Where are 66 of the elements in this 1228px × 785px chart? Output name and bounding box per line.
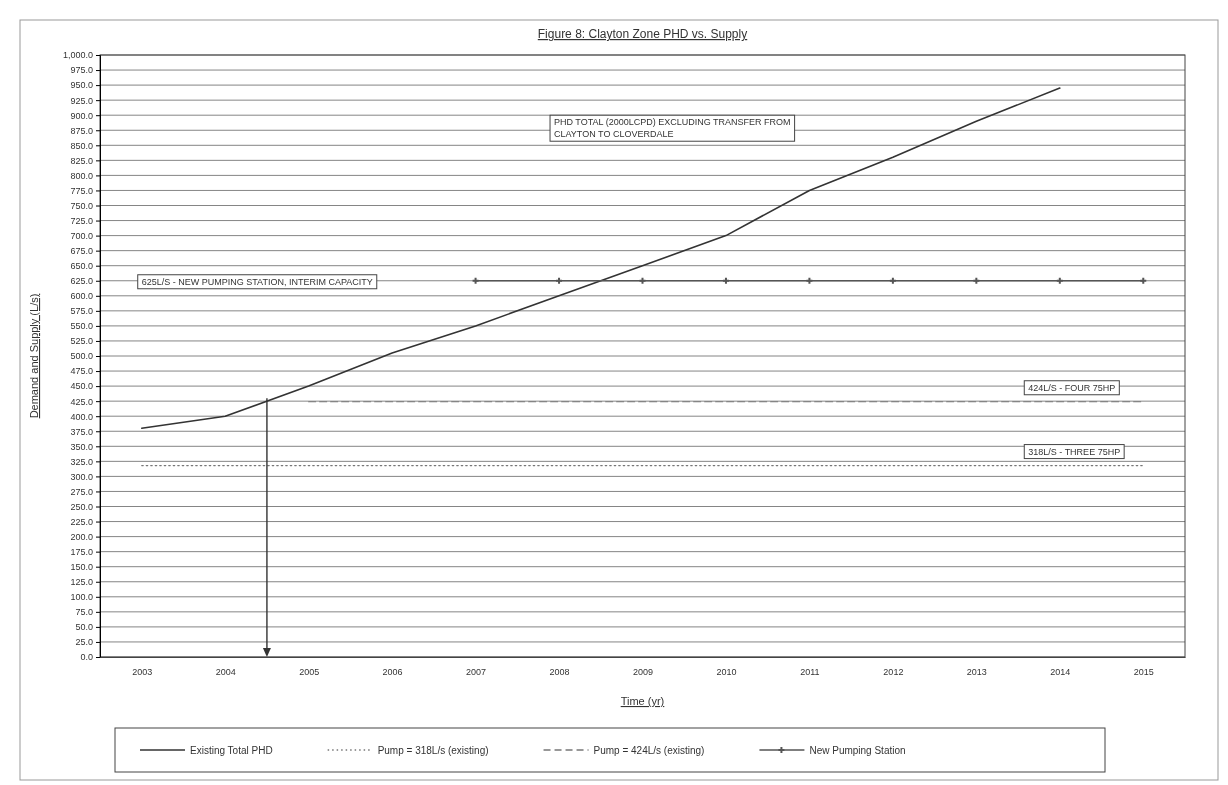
y-tick-label: 350.0 — [70, 441, 93, 452]
x-tick-label: 2011 — [800, 667, 820, 678]
legend-label: Pump = 318L/s (existing) — [377, 745, 489, 756]
x-tick-label: 2009 — [632, 667, 654, 678]
x-tick-label: 2006 — [382, 667, 403, 678]
y-tick-label: 325.0 — [70, 456, 93, 467]
annotation: 625L/S - NEW PUMPING STATION, INTERIM CAPACITY — [141, 276, 373, 287]
y-tick-label: 700.0 — [70, 230, 93, 241]
y-tick-label: 1,000.0 — [62, 50, 93, 61]
y-tick-label: 0.0 — [80, 652, 93, 663]
y-tick-label: 625.0 — [70, 276, 93, 287]
y-axis-title: Demand and Supply (L/s) — [28, 293, 40, 419]
y-tick-label: 725.0 — [70, 215, 93, 226]
x-tick-label: 2004 — [215, 667, 236, 678]
x-tick-label: 2010 — [716, 667, 737, 678]
y-tick-label: 950.0 — [70, 80, 93, 91]
y-tick-label: 175.0 — [70, 547, 93, 558]
y-tick-label: 200.0 — [70, 531, 93, 542]
y-tick-label: 850.0 — [70, 140, 93, 151]
x-tick-label: 2014 — [1050, 667, 1071, 678]
y-tick-label: 525.0 — [70, 336, 93, 347]
y-tick-label: 975.0 — [70, 65, 93, 76]
legend-label: New Pumping Station — [809, 745, 906, 756]
x-tick-label: 2007 — [466, 667, 487, 678]
y-tick-label: 825.0 — [70, 155, 93, 166]
y-tick-label: 925.0 — [70, 95, 93, 106]
chart-title: Figure 8: Clayton Zone PHD vs. Supply — [537, 27, 748, 41]
y-tick-label: 125.0 — [70, 577, 93, 588]
y-tick-label: 900.0 — [70, 110, 93, 121]
y-tick-label: 225.0 — [70, 516, 93, 527]
y-tick-label: 775.0 — [70, 185, 93, 196]
legend-label: Existing Total PHD — [190, 745, 273, 756]
x-tick-label: 2013 — [966, 667, 987, 678]
annotation: PHD TOTAL (2000LCPD) EXCLUDING TRANSFER FROM CLAYTON TO CLOVERDALE — [554, 117, 791, 140]
y-tick-label: 275.0 — [70, 486, 93, 497]
y-tick-label: 550.0 — [70, 321, 93, 332]
y-tick-label: 750.0 — [70, 200, 93, 211]
x-tick-label: 2012 — [883, 667, 904, 678]
y-tick-label: 400.0 — [70, 411, 93, 422]
x-tick-label: 2008 — [549, 667, 570, 678]
legend-label: Pump = 424L/s (existing) — [593, 745, 705, 756]
y-tick-label: 575.0 — [70, 306, 93, 317]
y-tick-label: 250.0 — [70, 501, 93, 512]
y-tick-label: 375.0 — [70, 426, 93, 437]
x-tick-label: 2005 — [299, 667, 320, 678]
y-tick-label: 600.0 — [70, 291, 93, 302]
y-tick-label: 50.0 — [75, 622, 93, 633]
line-series — [140, 87, 1061, 430]
y-tick-label: 75.0 — [75, 607, 93, 618]
y-tick-label: 150.0 — [70, 562, 93, 573]
y-tick-label: 100.0 — [70, 592, 93, 603]
y-tick-label: 650.0 — [70, 261, 93, 272]
y-tick-label: 875.0 — [70, 125, 93, 136]
y-tick-label: 425.0 — [70, 396, 93, 407]
annotation: 318L/S - THREE 75HP — [1028, 446, 1121, 457]
y-tick-label: 300.0 — [70, 471, 93, 482]
y-tick-label: 675.0 — [70, 246, 93, 257]
x-tick-label: 2003 — [132, 667, 153, 678]
y-tick-label: 475.0 — [70, 366, 93, 377]
y-tick-label: 500.0 — [70, 351, 93, 362]
annotation: 424L/S - FOUR 75HP — [1028, 382, 1116, 393]
y-tick-label: 25.0 — [75, 637, 93, 648]
y-tick-label: 450.0 — [70, 381, 93, 392]
x-tick-label: 2015 — [1133, 667, 1154, 678]
x-axis-title: Time (yr) — [620, 695, 665, 707]
y-tick-label: 800.0 — [70, 170, 93, 181]
